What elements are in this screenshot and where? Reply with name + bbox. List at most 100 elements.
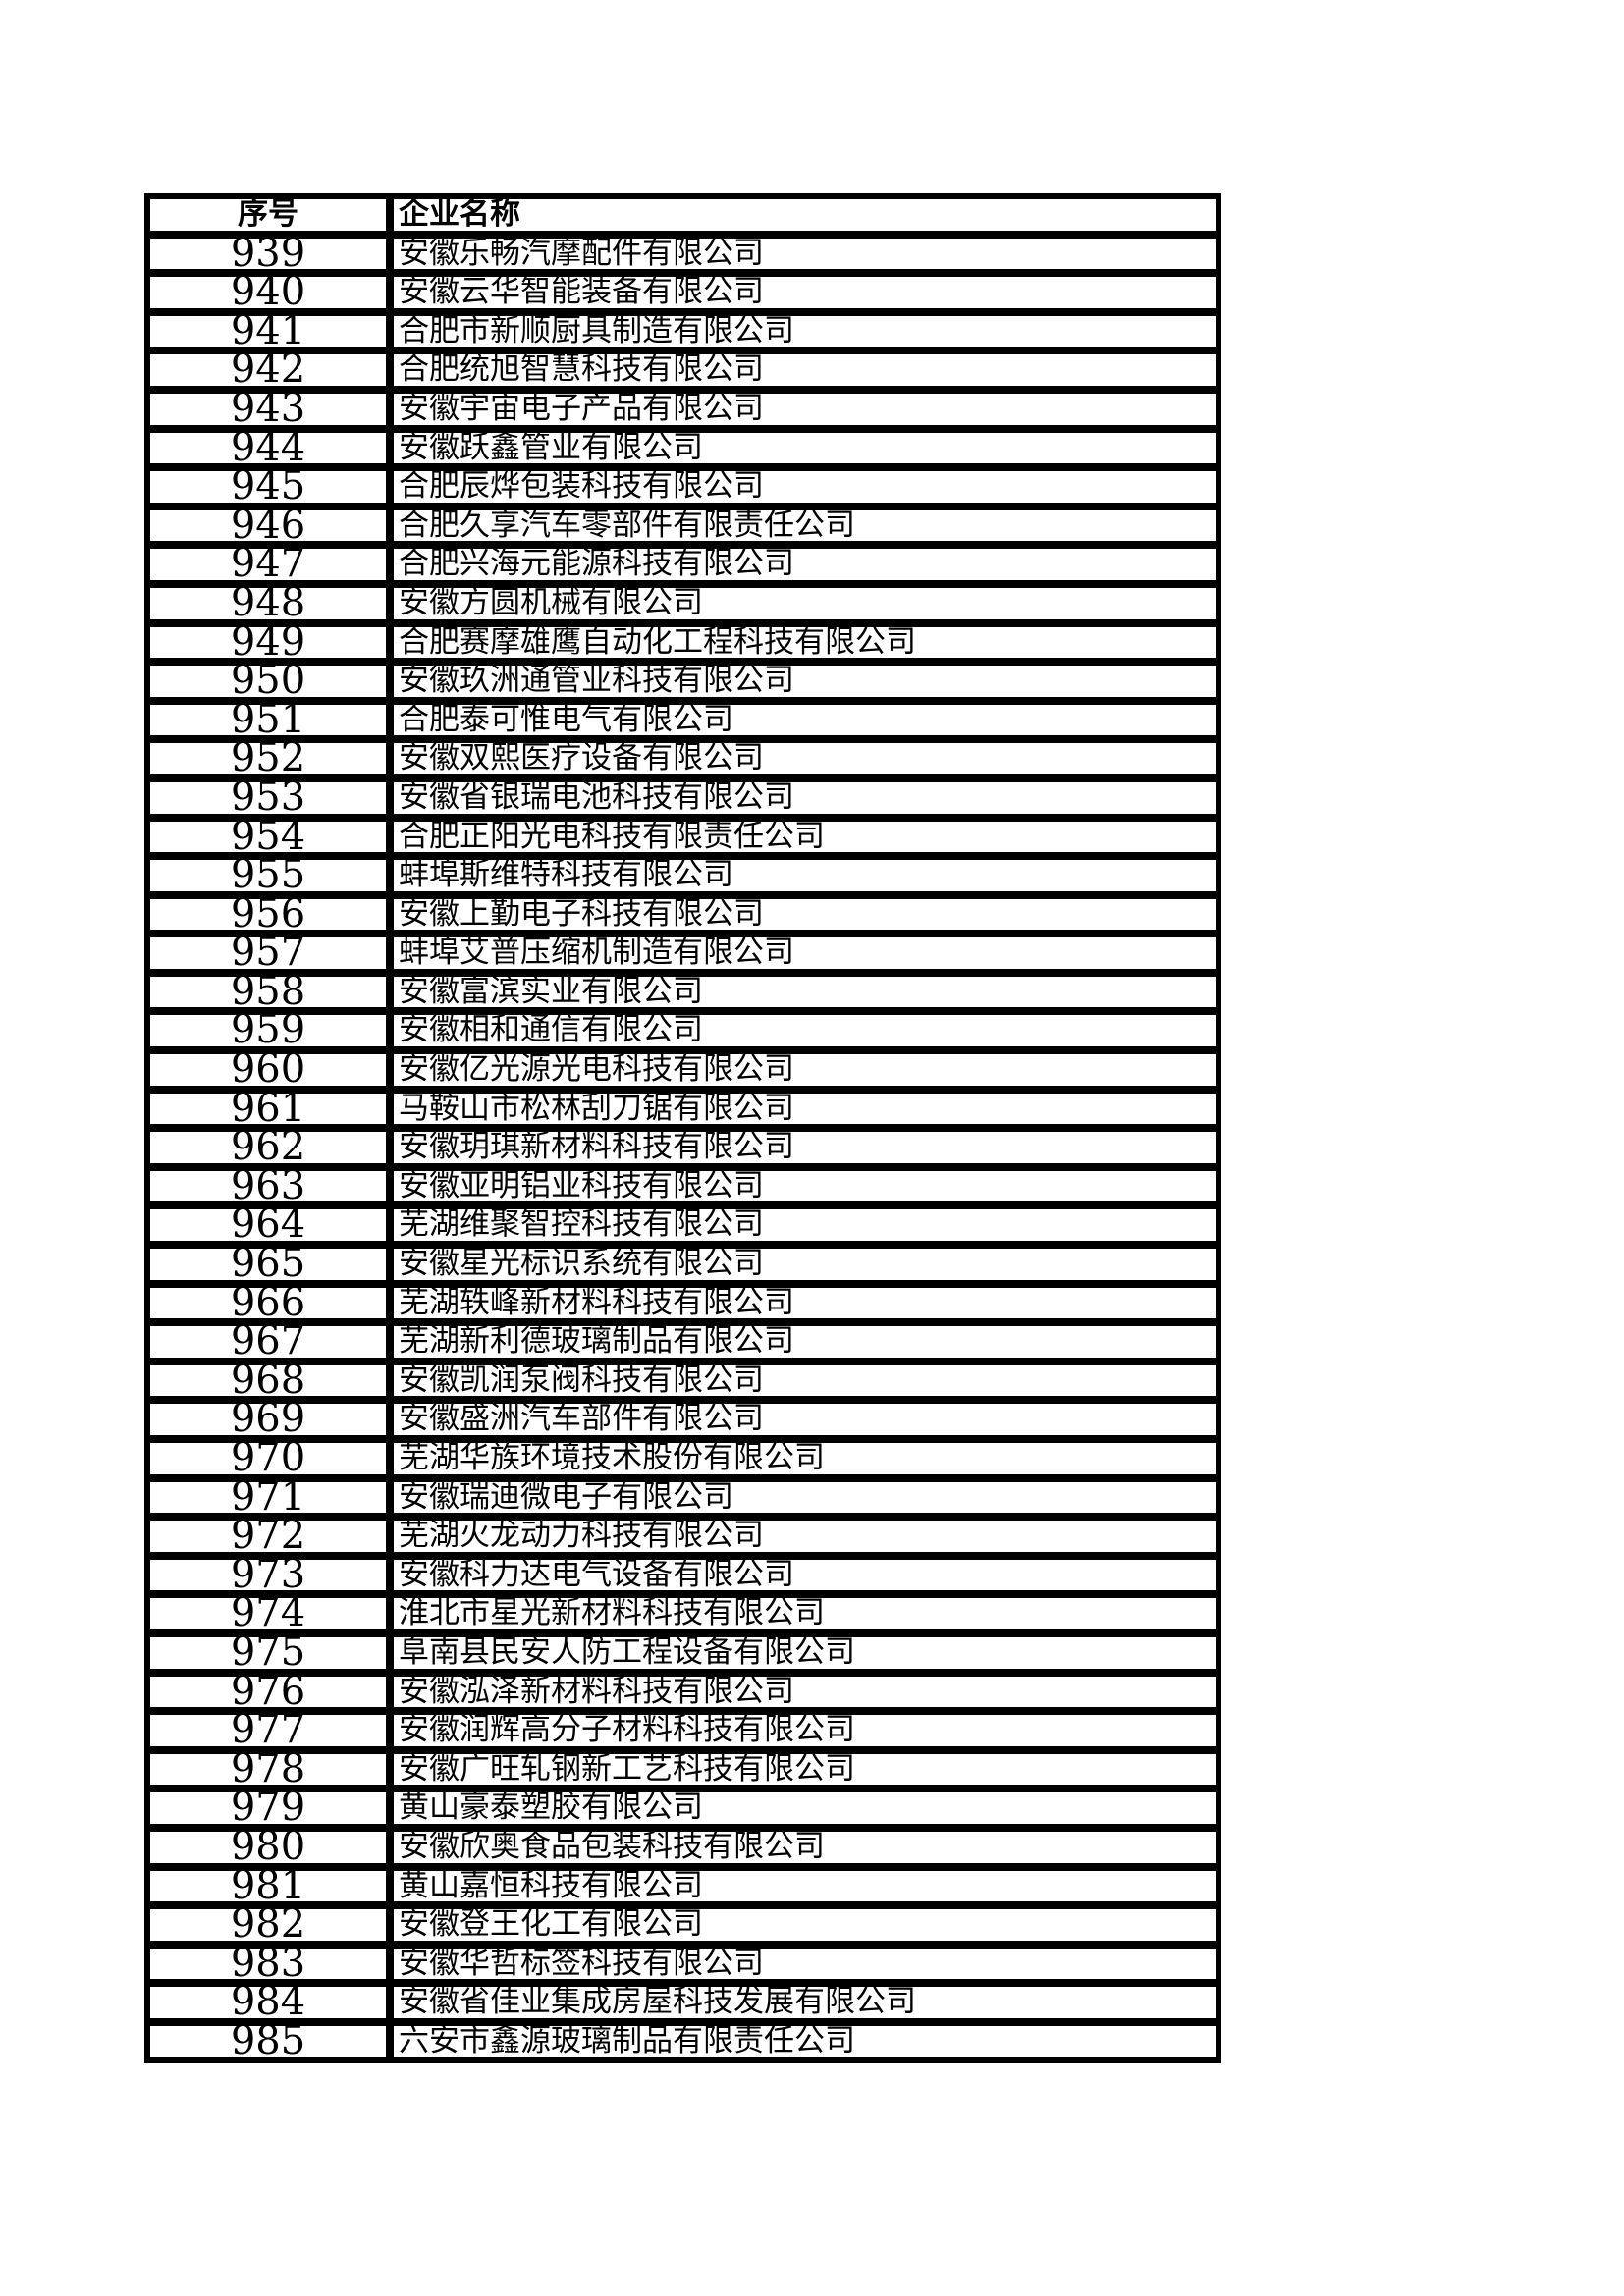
serial-number-cell: 948 [146,583,390,623]
table-row: 944 安徽跃鑫管业有限公司 [146,428,1219,468]
serial-number-cell: 976 [146,1672,390,1712]
serial-number-cell: 952 [146,739,390,778]
table-row: 985 六安市鑫源玻璃制品有限责任公司 [146,2021,1219,2061]
table-row: 966 芜湖轶峰新材料科技有限公司 [146,1283,1219,1323]
serial-number-cell: 957 [146,934,390,973]
table-row: 945 合肥辰烨包装科技有限公司 [146,467,1219,507]
serial-number-cell: 942 [146,350,390,390]
table-row: 957 蚌埠艾普压缩机制造有限公司 [146,934,1219,973]
table-row: 974 淮北市星光新材料科技有限公司 [146,1594,1219,1633]
company-name-cell: 安徽泓泽新材料科技有限公司 [390,1672,1219,1712]
table-row: 970 芜湖华族环境技术股份有限公司 [146,1439,1219,1478]
company-name-cell: 安徽省佳业集成房屋科技发展有限公司 [390,1983,1219,2022]
table-row: 953 安徽省银瑞电池科技有限公司 [146,777,1219,818]
company-name-cell: 安徽科力达电气设备有限公司 [390,1555,1219,1595]
company-name-cell: 芜湖火龙动力科技有限公司 [390,1517,1219,1556]
table-body: 939 安徽乐畅汽摩配件有限公司 940 安徽云华智能装备有限公司 941 合肥市新顺厨具… [146,234,1219,2061]
serial-number-cell: 949 [146,622,390,663]
company-name-cell: 安徽跃鑫管业有限公司 [390,428,1219,468]
table-row: 951 合肥泰可惟电气有限公司 [146,700,1219,740]
serial-number-cell: 944 [146,428,390,468]
company-name-cell: 安徽相和通信有限公司 [390,1011,1219,1051]
table-row: 973 安徽科力达电气设备有限公司 [146,1555,1219,1595]
table-row: 978 安徽广旺轧钢新工艺科技有限公司 [146,1749,1219,1789]
company-name-cell: 安徽瑞迪微电子有限公司 [390,1477,1219,1518]
table-row: 948 安徽方圆机械有限公司 [146,583,1219,623]
company-name-cell: 安徽省银瑞电池科技有限公司 [390,777,1219,818]
company-name-cell: 黄山豪泰塑胶有限公司 [390,1789,1219,1828]
company-name-cell: 安徽方圆机械有限公司 [390,583,1219,623]
serial-number-cell: 970 [146,1439,390,1478]
table-row: 975 阜南县民安人防工程设备有限公司 [146,1632,1219,1673]
table-row: 942 合肥统旭智慧科技有限公司 [146,350,1219,390]
table-row: 955 蚌埠斯维特科技有限公司 [146,856,1219,895]
company-name-cell: 合肥辰烨包装科技有限公司 [390,467,1219,507]
serial-number-cell: 953 [146,777,390,818]
serial-number-cell: 958 [146,972,390,1012]
company-name-cell: 蚌埠斯维特科技有限公司 [390,856,1219,895]
table-row: 959 安徽相和通信有限公司 [146,1011,1219,1051]
company-name-cell: 安徽华哲标签科技有限公司 [390,1944,1219,1984]
table-row: 965 安徽星光标识系统有限公司 [146,1245,1219,1284]
company-name-cell: 安徽凯润泵阀科技有限公司 [390,1361,1219,1401]
serial-number-cell: 956 [146,894,390,934]
company-name-cell: 合肥统旭智慧科技有限公司 [390,350,1219,390]
table-row: 962 安徽玥琪新材料科技有限公司 [146,1128,1219,1167]
serial-number-cell: 939 [146,234,390,274]
serial-number-cell: 951 [146,700,390,740]
table-row: 971 安徽瑞迪微电子有限公司 [146,1477,1219,1518]
table-row: 940 安徽云华智能装备有限公司 [146,273,1219,312]
table-row: 949 合肥赛摩雄鹰自动化工程科技有限公司 [146,622,1219,663]
company-name-cell: 合肥兴海元能源科技有限公司 [390,545,1219,584]
company-name-cell: 安徽宇宙电子产品有限公司 [390,389,1219,429]
table-row: 961 马鞍山市松林刮刀锯有限公司 [146,1089,1219,1129]
table-row: 943 安徽宇宙电子产品有限公司 [146,389,1219,429]
serial-number-cell: 945 [146,467,390,507]
company-name-cell: 蚌埠艾普压缩机制造有限公司 [390,934,1219,973]
serial-number-cell: 972 [146,1517,390,1556]
company-name-cell: 安徽上勤电子科技有限公司 [390,894,1219,934]
company-name-cell: 安徽盛洲汽车部件有限公司 [390,1400,1219,1439]
table-row: 977 安徽润辉高分子材料科技有限公司 [146,1711,1219,1750]
company-name-cell: 芜湖维聚智控科技有限公司 [390,1205,1219,1246]
serial-number-cell: 977 [146,1711,390,1750]
serial-number-cell: 941 [146,311,390,351]
company-name-cell: 马鞍山市松林刮刀锯有限公司 [390,1089,1219,1129]
company-name-cell: 芜湖华族环境技术股份有限公司 [390,1439,1219,1478]
table-row: 979 黄山豪泰塑胶有限公司 [146,1789,1219,1828]
company-list-table: 序号 企业名称 939 安徽乐畅汽摩配件有限公司 940 安徽云华智能装备有限公司 94… [144,193,1221,2063]
serial-number-cell: 971 [146,1477,390,1518]
table-row: 980 安徽欣奥食品包装科技有限公司 [146,1827,1219,1867]
serial-number-cell: 960 [146,1050,390,1090]
company-name-cell: 淮北市星光新材料科技有限公司 [390,1594,1219,1633]
company-name-cell: 合肥市新顺厨具制造有限公司 [390,311,1219,351]
table-row: 946 合肥久享汽车零部件有限责任公司 [146,506,1219,546]
table-row: 964 芜湖维聚智控科技有限公司 [146,1205,1219,1246]
serial-number-cell: 967 [146,1322,390,1362]
table-row: 947 合肥兴海元能源科技有限公司 [146,545,1219,584]
serial-number-cell: 962 [146,1128,390,1167]
table-row: 950 安徽玖洲通管业科技有限公司 [146,662,1219,701]
table-row: 952 安徽双熙医疗设备有限公司 [146,739,1219,778]
table-row: 968 安徽凯润泵阀科技有限公司 [146,1361,1219,1401]
company-name-cell: 合肥赛摩雄鹰自动化工程科技有限公司 [390,622,1219,663]
company-name-cell: 安徽富滨实业有限公司 [390,972,1219,1012]
company-name-cell: 安徽登王化工有限公司 [390,1905,1219,1945]
serial-number-cell: 974 [146,1594,390,1633]
serial-number-cell: 954 [146,817,390,857]
company-name-cell: 合肥久享汽车零部件有限责任公司 [390,506,1219,546]
company-name-cell: 合肥泰可惟电气有限公司 [390,700,1219,740]
header-row: 序号 企业名称 [146,195,1219,235]
company-name-cell: 安徽润辉高分子材料科技有限公司 [390,1711,1219,1750]
serial-number-cell: 947 [146,545,390,584]
company-name-cell: 安徽欣奥食品包装科技有限公司 [390,1827,1219,1867]
serial-number-cell: 985 [146,2021,390,2061]
company-name-cell: 安徽广旺轧钢新工艺科技有限公司 [390,1749,1219,1789]
table-row: 967 芜湖新利德玻璃制品有限公司 [146,1322,1219,1362]
company-name-cell: 安徽云华智能装备有限公司 [390,273,1219,312]
serial-number-cell: 965 [146,1245,390,1284]
serial-number-cell: 963 [146,1166,390,1206]
serial-number-cell: 940 [146,273,390,312]
serial-number-cell: 969 [146,1400,390,1439]
